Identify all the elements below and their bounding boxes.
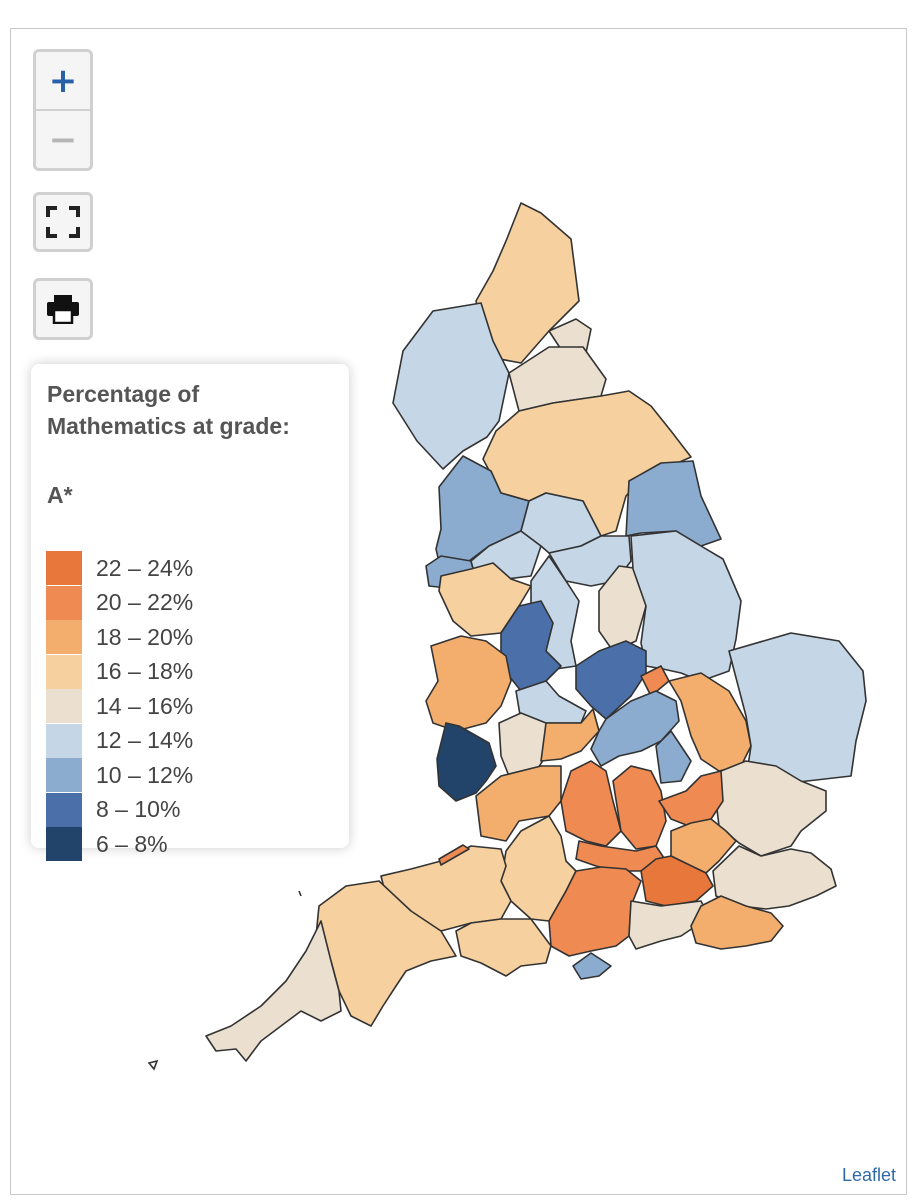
legend-label: 8 – 10% (96, 796, 181, 822)
legend-label: 16 – 18% (96, 658, 194, 684)
map-region[interactable] (598, 565, 647, 652)
legend-label: 18 – 20% (96, 623, 194, 650)
zoom-out-button[interactable]: − (48, 119, 78, 160)
legend-swatch (46, 585, 82, 620)
legend-swatch (46, 758, 82, 792)
fullscreen-icon (46, 206, 80, 238)
map-region[interactable] (475, 765, 562, 842)
map-region[interactable] (438, 844, 470, 866)
zoom-in-button[interactable]: + (36, 52, 90, 111)
map-region[interactable] (436, 722, 497, 802)
legend-row: 18 – 20% (46, 620, 193, 654)
legend-swatch (46, 551, 82, 585)
legend: Percentage of Mathematics at grade: A* 2… (31, 364, 349, 861)
legend-row: 6 – 8% (46, 827, 168, 861)
print-control (33, 278, 93, 340)
island-outline (298, 890, 302, 897)
legend-row: 14 – 16% (46, 689, 193, 723)
map-region[interactable] (572, 952, 612, 980)
legend-label: 22 – 24% (96, 554, 194, 581)
legend-row: 8 – 10% (46, 792, 181, 827)
fullscreen-button[interactable] (36, 195, 90, 249)
map-region[interactable] (625, 460, 722, 547)
printer-icon (47, 295, 79, 324)
legend-row: 20 – 22% (46, 585, 194, 620)
legend-title: Percentage of Mathematics at grade: (47, 381, 290, 439)
map-region[interactable] (425, 635, 512, 732)
zoom-control: + − (33, 49, 93, 171)
legend-swatch (46, 620, 82, 654)
legend-swatch (46, 792, 82, 827)
legend-row: 12 – 14% (46, 723, 194, 758)
print-button[interactable] (36, 281, 90, 337)
map-region[interactable] (455, 918, 552, 977)
map-region[interactable] (640, 855, 714, 907)
map-region[interactable] (658, 770, 724, 827)
legend-label: 10 – 12% (96, 761, 194, 788)
choropleth-map[interactable] (11, 29, 906, 1194)
legend-label: 6 – 8% (96, 830, 168, 857)
map-container[interactable]: + − Percentage of Mathematics at grade: … (10, 28, 907, 1195)
island-outline (147, 1059, 159, 1071)
map-region[interactable] (575, 640, 647, 720)
map-region[interactable] (205, 920, 342, 1062)
map-region[interactable] (548, 535, 632, 587)
map-region[interactable] (392, 302, 510, 470)
legend-label: 14 – 16% (96, 692, 194, 719)
map-region[interactable] (655, 730, 692, 784)
legend-swatch (46, 654, 82, 689)
map-region[interactable] (690, 895, 784, 950)
legend-grade: A* (47, 482, 73, 508)
map-region[interactable] (630, 530, 742, 682)
legend-swatch (46, 723, 82, 758)
legend-swatch (46, 827, 82, 861)
legend-label: 12 – 14% (96, 727, 194, 753)
map-region[interactable] (475, 202, 580, 364)
legend-swatch (46, 689, 82, 723)
fullscreen-control (33, 192, 93, 252)
map-region[interactable] (628, 900, 707, 950)
map-region[interactable] (560, 760, 622, 847)
map-region[interactable] (540, 708, 600, 762)
legend-row: 22 – 24% (46, 551, 193, 585)
legend-row: 10 – 12% (46, 758, 193, 792)
map-region[interactable] (590, 690, 680, 767)
map-region[interactable] (498, 712, 547, 777)
attribution-link[interactable]: Leaflet (841, 1165, 896, 1185)
map-region[interactable] (612, 765, 667, 850)
legend-row: 16 – 18% (46, 654, 194, 689)
map-region[interactable] (728, 632, 867, 785)
legend-label: 20 – 22% (96, 589, 194, 615)
